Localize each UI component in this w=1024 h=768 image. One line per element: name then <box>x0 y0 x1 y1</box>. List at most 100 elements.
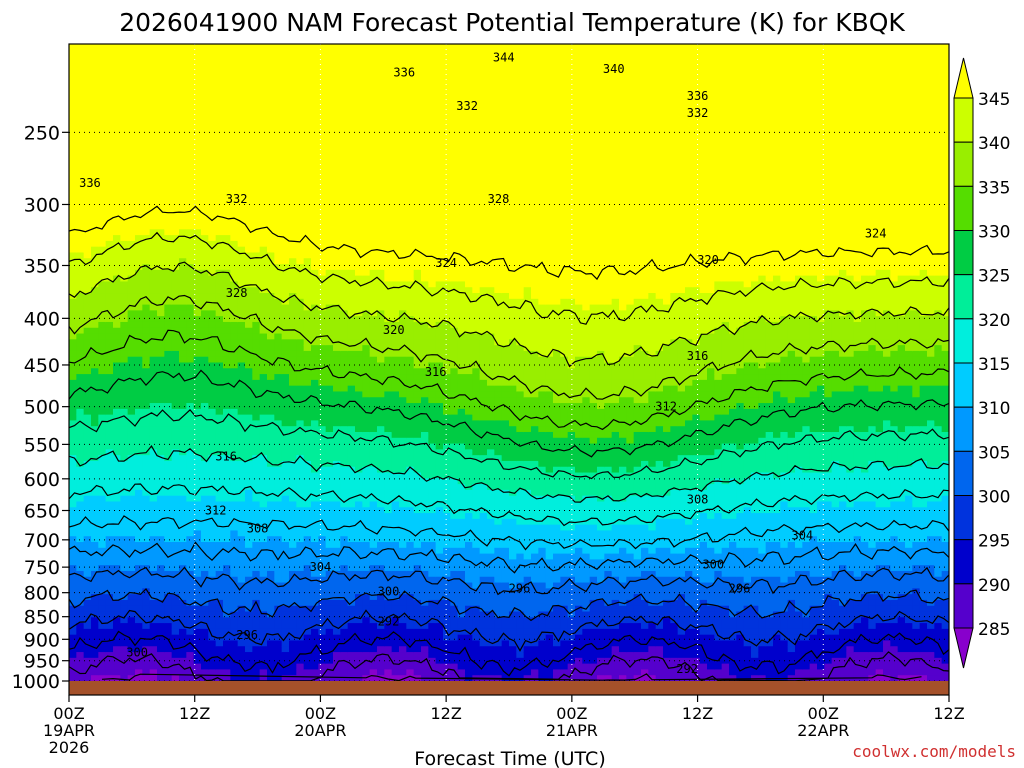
theta-band-cell <box>274 467 282 473</box>
theta-band-cell <box>370 501 378 507</box>
theta-band-cell <box>76 96 84 102</box>
theta-band-cell <box>135 629 143 635</box>
theta-band-cell <box>282 612 290 618</box>
theta-band-cell <box>289 102 297 108</box>
theta-band-cell <box>355 484 363 490</box>
theta-band-cell <box>230 646 238 652</box>
theta-band-cell <box>208 305 216 311</box>
theta-band-cell <box>164 73 172 79</box>
theta-band-cell <box>91 212 99 218</box>
theta-band-cell <box>106 235 114 241</box>
theta-band-cell <box>370 669 378 675</box>
theta-band-cell <box>282 588 290 594</box>
theta-band-cell <box>164 44 172 50</box>
theta-band-cell <box>186 200 194 206</box>
theta-band-cell <box>208 397 216 403</box>
theta-band-cell <box>289 467 297 473</box>
theta-band-cell <box>326 664 334 670</box>
theta-band-cell <box>282 212 290 218</box>
theta-band-cell <box>304 90 312 96</box>
theta-band-cell <box>208 258 216 264</box>
theta-band-cell <box>91 565 99 571</box>
theta-band-cell <box>84 113 92 119</box>
theta-band-cell <box>150 403 158 409</box>
theta-band-cell <box>230 142 238 148</box>
theta-band-cell <box>98 409 106 415</box>
theta-band-cell <box>113 177 121 183</box>
theta-band-cell <box>84 96 92 102</box>
theta-band-cell <box>150 629 158 635</box>
theta-band-cell <box>135 554 143 560</box>
theta-band-cell <box>304 310 312 316</box>
theta-band-cell <box>157 501 165 507</box>
theta-band-cell <box>135 363 143 369</box>
theta-band-cell <box>91 218 99 224</box>
theta-band-cell <box>260 212 268 218</box>
theta-band-cell <box>164 473 172 479</box>
theta-band-cell <box>164 438 172 444</box>
theta-band-cell <box>157 85 165 91</box>
theta-band-cell <box>150 588 158 594</box>
theta-band-cell <box>326 154 334 160</box>
theta-band-cell <box>186 137 194 143</box>
theta-band-cell <box>150 345 158 351</box>
theta-band-cell <box>348 206 356 212</box>
theta-band-cell <box>106 287 114 293</box>
theta-band-cell <box>370 455 378 461</box>
theta-band-cell <box>238 334 246 340</box>
theta-band-cell <box>98 85 106 91</box>
theta-band-cell <box>318 339 326 345</box>
theta-band-cell <box>98 391 106 397</box>
theta-band-cell <box>355 113 363 119</box>
theta-band-cell <box>128 166 136 172</box>
theta-band-cell <box>296 357 304 363</box>
theta-band-cell <box>362 270 370 276</box>
theta-band-cell <box>69 270 77 276</box>
theta-band-cell <box>282 397 290 403</box>
theta-band-cell <box>69 536 77 542</box>
theta-band-cell <box>69 449 77 455</box>
theta-band-cell <box>113 473 121 479</box>
theta-band-cell <box>76 218 84 224</box>
theta-band-cell <box>113 142 121 148</box>
theta-band-cell <box>223 119 231 125</box>
theta-band-cell <box>348 368 356 374</box>
theta-band-cell <box>142 276 150 282</box>
theta-band-cell <box>113 397 121 403</box>
theta-band-cell <box>208 473 216 479</box>
theta-band-cell <box>164 397 172 403</box>
theta-band-cell <box>201 386 209 392</box>
theta-band-cell <box>223 56 231 62</box>
theta-band-cell <box>135 403 143 409</box>
theta-band-cell <box>311 44 319 50</box>
theta-band-cell <box>106 484 114 490</box>
theta-band-cell <box>377 61 385 67</box>
theta-band-cell <box>91 247 99 253</box>
theta-band-cell <box>252 467 260 473</box>
theta-band-cell <box>69 206 77 212</box>
theta-band-cell <box>157 467 165 473</box>
theta-band-cell <box>340 357 348 363</box>
theta-band-cell <box>128 67 136 73</box>
theta-band-cell <box>296 449 304 455</box>
theta-band-cell <box>296 623 304 629</box>
theta-band-cell <box>318 316 326 322</box>
theta-band-cell <box>76 166 84 172</box>
theta-band-cell <box>318 247 326 253</box>
theta-band-cell <box>135 507 143 513</box>
theta-band-cell <box>91 276 99 282</box>
theta-band-cell <box>392 530 400 536</box>
theta-band-cell <box>150 467 158 473</box>
theta-band-cell <box>69 368 77 374</box>
theta-band-cell <box>157 380 165 386</box>
theta-band-cell <box>113 467 121 473</box>
theta-band-cell <box>216 467 224 473</box>
theta-band-cell <box>304 281 312 287</box>
theta-band-cell <box>150 189 158 195</box>
theta-band-cell <box>76 125 84 131</box>
theta-band-cell <box>106 73 114 79</box>
theta-band-cell <box>142 258 150 264</box>
theta-band-cell <box>260 646 268 652</box>
theta-band-cell <box>399 229 407 235</box>
theta-band-cell <box>238 652 246 658</box>
